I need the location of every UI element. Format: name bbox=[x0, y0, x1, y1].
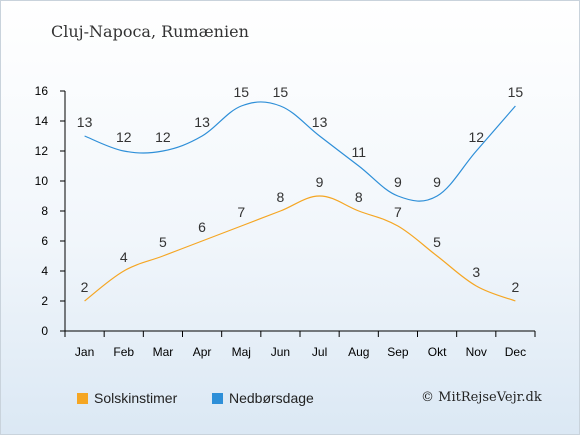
data-label: 9 bbox=[316, 174, 324, 190]
data-label: 2 bbox=[81, 279, 89, 295]
legend-swatch-sunshine bbox=[77, 392, 88, 404]
data-label: 7 bbox=[394, 204, 402, 220]
data-label: 5 bbox=[159, 234, 167, 250]
y-tick-label: 4 bbox=[41, 264, 48, 278]
y-tick-label: 10 bbox=[35, 174, 49, 188]
y-tick-label: 6 bbox=[41, 234, 48, 248]
data-label: 13 bbox=[77, 114, 93, 130]
x-tick-label: Dec bbox=[505, 345, 526, 359]
y-tick-label: 14 bbox=[35, 114, 49, 128]
legend-item-rain-days: Nedbørsdage bbox=[212, 390, 314, 406]
x-tick-label: Maj bbox=[232, 345, 251, 359]
data-label: 2 bbox=[512, 279, 520, 295]
y-tick-label: 16 bbox=[35, 84, 49, 98]
data-label: 5 bbox=[433, 234, 441, 250]
x-tick-label: Apr bbox=[193, 345, 212, 359]
chart-axes: 0 2 4 6 8 10 12 14 16 Jan Feb Mar Apr Maj Jun Jul Aug Sep… bbox=[35, 84, 536, 359]
data-label: 15 bbox=[233, 84, 249, 100]
data-label: 13 bbox=[194, 114, 210, 130]
x-tick-label: Jul bbox=[312, 345, 327, 359]
data-label: 12 bbox=[155, 129, 171, 145]
data-label: 12 bbox=[468, 129, 484, 145]
data-label: 4 bbox=[120, 249, 128, 265]
data-label: 8 bbox=[355, 189, 363, 205]
legend-item-sunshine: Solskinstimer bbox=[77, 390, 177, 406]
data-label: 15 bbox=[273, 84, 289, 100]
legend-label-sunshine: Solskinstimer bbox=[94, 390, 178, 406]
x-tick-label: Jan bbox=[75, 345, 94, 359]
source-credit: © MitRejseVejr.dk bbox=[421, 390, 542, 405]
data-label: 7 bbox=[237, 204, 245, 220]
y-tick-label: 0 bbox=[41, 324, 48, 338]
data-label: 3 bbox=[472, 264, 480, 280]
x-tick-label: Sep bbox=[387, 345, 409, 359]
y-tick-label: 12 bbox=[35, 144, 49, 158]
data-labels-layer: 2 4 5 6 7 8 9 8 7 5 3 2 13 12 12 13 15 15 13 11 9 9 12 15 bbox=[77, 84, 524, 295]
data-label: 15 bbox=[508, 84, 524, 100]
data-label: 13 bbox=[312, 114, 328, 130]
data-label: 8 bbox=[277, 189, 285, 205]
legend-label-rain-days: Nedbørsdage bbox=[229, 390, 314, 406]
data-label: 6 bbox=[198, 219, 206, 235]
data-label: 11 bbox=[351, 144, 366, 160]
y-tick-label: 8 bbox=[41, 204, 48, 218]
x-tick-label: Nov bbox=[466, 345, 487, 359]
data-label: 9 bbox=[394, 174, 402, 190]
series-line-1 bbox=[84, 101, 516, 202]
x-tick-label: Okt bbox=[428, 345, 447, 359]
legend-swatch-rain-days bbox=[212, 392, 223, 404]
data-label: 9 bbox=[433, 174, 441, 190]
series-line-0 bbox=[84, 195, 516, 302]
data-label: 12 bbox=[116, 129, 132, 145]
series-layer bbox=[84, 101, 516, 302]
chart-title: Cluj-Napoca, Rumænien bbox=[51, 22, 249, 41]
x-tick-label: Aug bbox=[348, 345, 369, 359]
y-tick-label: 2 bbox=[41, 294, 48, 308]
x-tick-label: Jun bbox=[271, 345, 290, 359]
x-tick-label: Feb bbox=[113, 345, 134, 359]
x-tick-label: Mar bbox=[153, 345, 174, 359]
